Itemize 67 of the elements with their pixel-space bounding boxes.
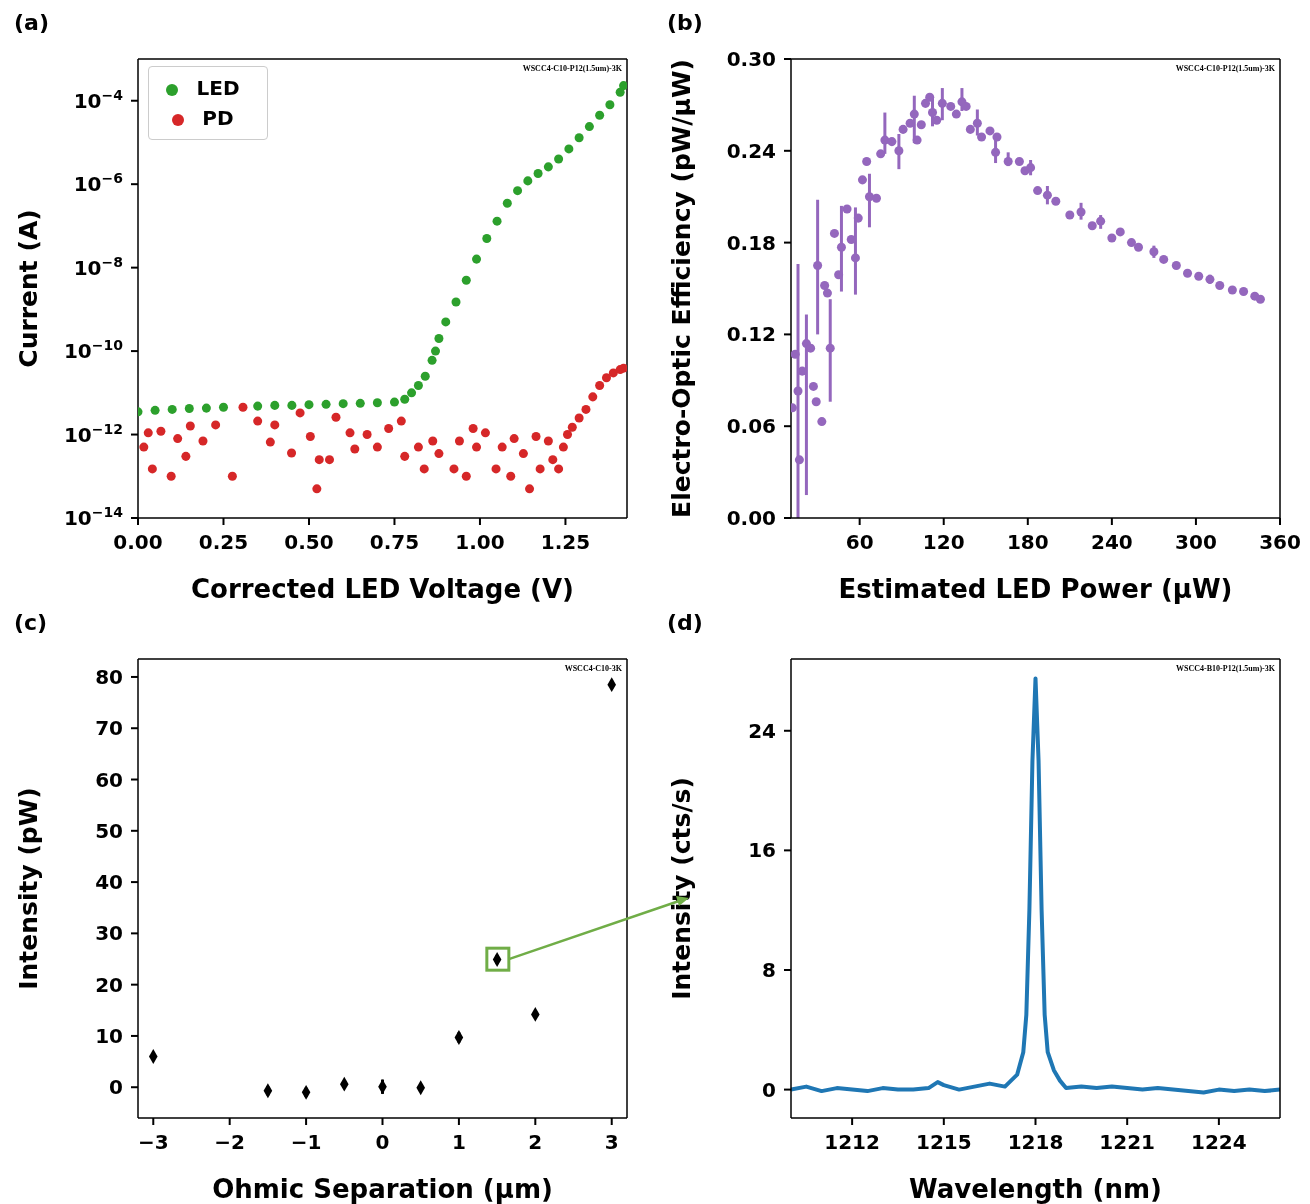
chart-title: (b) — [667, 10, 703, 35]
chart-title: (a) — [14, 10, 49, 35]
y-axis-title: Current (A) — [13, 209, 43, 368]
x-tick-label: 1215 — [915, 1130, 972, 1154]
y-tick-label: 20 — [95, 972, 123, 997]
x-axis-title: Estimated LED Power (μW) — [838, 574, 1233, 604]
y-tick-label: 10$^{−12}$ — [63, 420, 123, 447]
y-tick-label: 0 — [762, 1077, 776, 1102]
x-tick-label: 0.00 — [113, 530, 163, 554]
x-tick-label: 1218 — [1007, 1130, 1064, 1154]
y-tick-label: 8 — [762, 957, 776, 982]
y-tick-label: 24 — [748, 718, 776, 743]
y-tick-label: 0.06 — [726, 414, 776, 439]
x-tick-label: 1221 — [1099, 1130, 1156, 1154]
x-tick-label: −1 — [290, 1130, 322, 1154]
y-tick-label: 0.18 — [726, 230, 776, 255]
x-tick-label: 300 — [1175, 530, 1217, 554]
y-tick-label: 50 — [95, 818, 123, 843]
annotation: WSCC4-C10-P12(1.5um)-3K — [1175, 64, 1275, 73]
x-tick-label: −3 — [137, 1130, 169, 1154]
y-tick-label: 10$^{−6}$ — [73, 170, 123, 197]
chart-title: (c) — [14, 610, 48, 635]
x-tick-label: 240 — [1090, 530, 1133, 554]
x-tick-label: 1.00 — [455, 530, 505, 554]
x-tick-label: 2 — [528, 1130, 543, 1154]
y-tick-label: 0.00 — [726, 506, 776, 530]
y-tick-label: 10$^{−14}$ — [63, 504, 124, 530]
annotation: WSCC4-C10-P12(1.5um)-3K — [522, 64, 622, 73]
chart-title: (d) — [667, 610, 703, 635]
x-tick-label: 1 — [451, 1130, 466, 1154]
y-tick-label: 0.12 — [726, 322, 776, 347]
y-axis-title: Intensity (cts/s) — [666, 777, 696, 1000]
y-tick-label: 60 — [95, 767, 123, 792]
x-tick-label: −2 — [214, 1130, 246, 1154]
y-tick-label: 0.30 — [726, 47, 776, 71]
legend-label: LED — [196, 76, 240, 100]
x-tick-label: 360 — [1259, 530, 1301, 554]
y-axis-title: Electro-Optic Efficiency (pW/μW) — [666, 59, 696, 518]
x-tick-label: 0.75 — [369, 530, 420, 554]
x-tick-label: 180 — [1006, 530, 1049, 554]
x-tick-label: 0 — [375, 1130, 390, 1154]
y-tick-label: 80 — [95, 664, 123, 689]
legend-label: PD — [202, 106, 234, 130]
x-axis-title: Corrected LED Voltage (V) — [191, 574, 574, 604]
x-tick-label: 120 — [922, 530, 965, 554]
x-tick-label: 0.25 — [198, 530, 249, 554]
y-tick-label: 10$^{−4}$ — [73, 86, 124, 113]
y-axis-title: Intensity (pW) — [13, 787, 43, 990]
x-tick-label: 0.50 — [284, 530, 334, 554]
y-tick-label: 10 — [95, 1023, 123, 1048]
annotation: WSCC4-C10-3K — [564, 664, 622, 673]
x-tick-label: 1224 — [1191, 1130, 1247, 1154]
x-tick-label: 60 — [845, 530, 874, 554]
annotation: WSCC4-B10-P12(1.5um)-3K — [1176, 664, 1275, 673]
x-axis-title: Ohmic Separation (μm) — [212, 1174, 553, 1204]
y-tick-label: 0.24 — [726, 138, 776, 163]
y-tick-label: 70 — [95, 716, 123, 741]
y-tick-label: 0 — [109, 1075, 123, 1100]
x-axis-title: Wavelength (nm) — [909, 1174, 1162, 1204]
x-tick-label: 1.25 — [540, 530, 591, 554]
x-tick-label: 1212 — [824, 1130, 880, 1154]
y-tick-label: 16 — [748, 838, 776, 863]
y-tick-label: 30 — [95, 921, 123, 946]
y-tick-label: 10$^{−8}$ — [73, 253, 123, 280]
x-tick-label: 3 — [604, 1130, 619, 1154]
y-tick-label: 40 — [95, 870, 123, 895]
y-tick-label: 10$^{−10}$ — [63, 337, 124, 364]
